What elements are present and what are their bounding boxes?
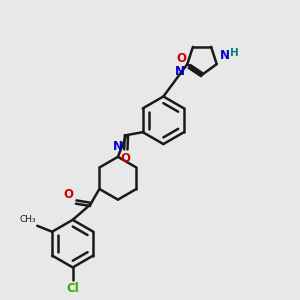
Text: O: O xyxy=(64,188,74,201)
Text: N: N xyxy=(220,49,230,62)
Text: Cl: Cl xyxy=(66,282,79,295)
Text: H: H xyxy=(230,48,239,58)
Text: O: O xyxy=(177,52,187,65)
Text: N: N xyxy=(113,140,123,153)
Text: CH₃: CH₃ xyxy=(19,215,36,224)
Text: N: N xyxy=(175,65,185,78)
Text: O: O xyxy=(121,152,131,165)
